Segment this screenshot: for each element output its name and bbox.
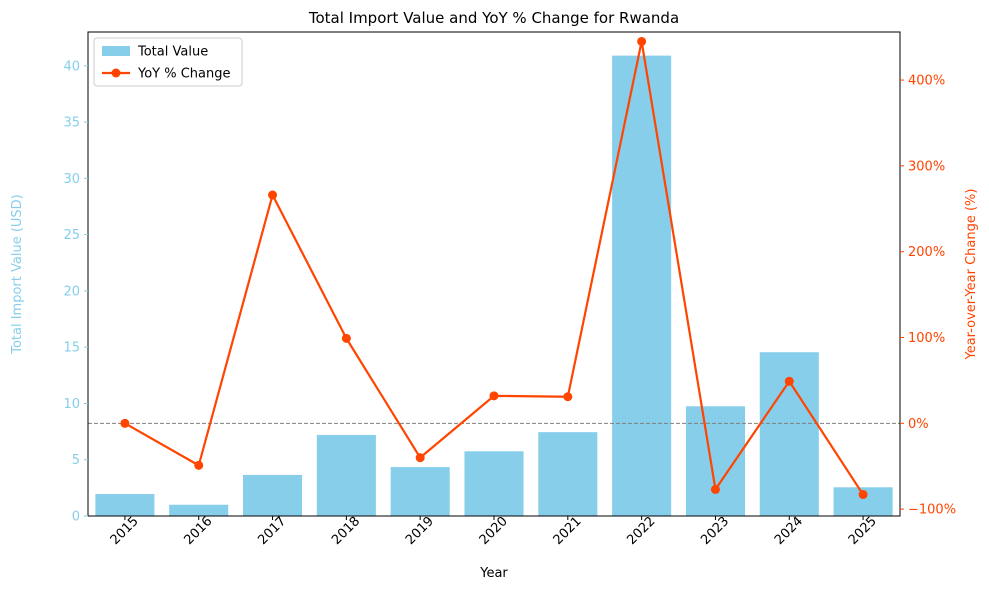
bar-2015 — [95, 494, 155, 516]
left-y-tick-label: 15 — [63, 341, 80, 356]
bar-2017 — [243, 474, 303, 516]
right-y-tick-label: 0% — [908, 417, 929, 432]
bar-2016 — [169, 504, 229, 516]
yoy-point-2022 — [637, 36, 647, 46]
yoy-point-2023 — [710, 484, 720, 494]
x-axis-title: Year — [479, 566, 508, 581]
yoy-point-2019 — [415, 453, 425, 463]
yoy-point-2020 — [489, 391, 499, 401]
x-tick-label: 2015 — [108, 514, 142, 548]
bar-2020 — [464, 451, 524, 516]
right-y-tick-label: 100% — [908, 331, 945, 346]
left-y-tick-label: 40 — [63, 59, 80, 74]
legend-swatch-total-value — [102, 46, 130, 56]
left-y-tick-label: 30 — [63, 172, 80, 187]
yoy-line — [124, 40, 865, 496]
left-y-axis-title: Total Import Value (USD) — [10, 194, 25, 355]
left-y-tick-label: 5 — [72, 453, 80, 468]
yoy-point-2015 — [120, 418, 130, 428]
legend-swatch-yoy-marker — [111, 68, 121, 78]
legend-label-total-value: Total Value — [137, 45, 208, 60]
bar-2023 — [685, 406, 745, 516]
legend-box — [93, 37, 243, 87]
right-y-tick-label: −100% — [908, 503, 956, 518]
x-tick-label: 2016 — [181, 514, 215, 548]
yoy-point-2021 — [563, 392, 573, 402]
right-y-axis-title: Year-over-Year Change (%) — [964, 189, 979, 361]
left-y-tick-label: 25 — [63, 228, 80, 243]
left-y-tick-label: 35 — [63, 116, 80, 131]
right-y-tick-label: 400% — [908, 74, 945, 89]
bar-2022 — [612, 55, 672, 517]
plot-area: 2015 2016 2017 2018 2019 2020 2021 2022 2023 2024… — [63, 31, 956, 548]
chart-title: Total Import Value and YoY % Change for … — [308, 9, 679, 27]
x-tick-label: 2019 — [403, 514, 437, 548]
bar-2019 — [390, 467, 450, 516]
x-tick-label: 2024 — [772, 514, 806, 548]
x-tick-label: 2021 — [551, 514, 585, 548]
legend-label-yoy: YoY % Change — [137, 67, 231, 82]
bar-2018 — [316, 434, 376, 516]
right-y-tick-label: 300% — [908, 159, 945, 174]
x-tick-label: 2017 — [255, 514, 289, 548]
left-y-tick-label: 0 — [72, 510, 80, 525]
yoy-point-2017 — [268, 190, 278, 200]
legend: Total Value YoY % Change — [93, 37, 243, 87]
x-tick-label: 2025 — [846, 514, 880, 548]
x-tick-label: 2023 — [698, 514, 732, 548]
yoy-point-2025 — [858, 490, 868, 500]
x-tick-label: 2022 — [624, 514, 658, 548]
left-y-tick-label: 10 — [63, 397, 80, 412]
yoy-point-2018 — [341, 333, 351, 343]
x-tick-label: 2018 — [329, 514, 363, 548]
right-y-tick-label: 200% — [908, 245, 945, 260]
bar-2021 — [538, 432, 598, 516]
yoy-point-2024 — [784, 376, 794, 386]
yoy-point-2016 — [194, 460, 204, 470]
x-tick-label: 2020 — [477, 514, 511, 548]
left-y-tick-label: 20 — [63, 284, 80, 299]
